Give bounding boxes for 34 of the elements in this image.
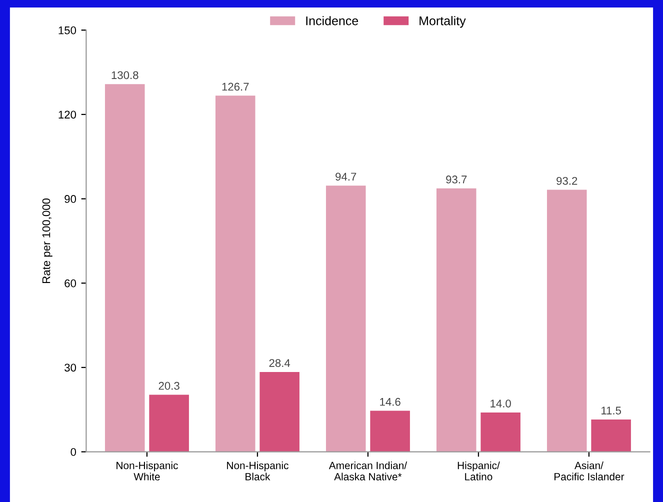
y-tick-label: 60 <box>64 279 76 288</box>
y-tick-label: 30 <box>64 364 76 372</box>
bar <box>104 84 145 452</box>
y-tick-label: 150 <box>58 26 76 34</box>
data-label: 14.6 <box>380 398 400 406</box>
bar <box>260 372 300 452</box>
bar <box>546 190 587 452</box>
bar <box>436 188 476 452</box>
x-tick-label: Hispanic/ Latino <box>458 462 500 480</box>
x-tick-label: Non-Hispanic Black <box>227 462 288 480</box>
bar <box>480 412 520 452</box>
bar <box>215 96 256 452</box>
x-tick-label: American Indian/ Alaska Native* <box>328 462 408 480</box>
legend-label: Incidence <box>306 16 358 26</box>
data-label: 14.0 <box>490 400 511 408</box>
y-tick-label: 0 <box>70 448 76 456</box>
y-tick-label: 90 <box>64 195 76 203</box>
bar <box>591 419 631 452</box>
data-label: 93.7 <box>446 176 467 184</box>
data-label: 130.8 <box>112 71 138 80</box>
data-label: 126.7 <box>222 82 249 91</box>
data-label: 11.5 <box>602 406 622 414</box>
data-label: 20.3 <box>158 382 180 390</box>
x-tick-label: Non-Hispanic White <box>116 462 178 480</box>
bar <box>370 410 410 452</box>
y-tick-label: 120 <box>58 110 76 119</box>
x-tick-label: Asian/ Pacific Islander <box>554 462 624 480</box>
bar <box>149 394 189 452</box>
legend-label: Mortality <box>420 16 466 28</box>
data-label: 94.7 <box>336 172 356 181</box>
y-axis-title: Rate per 100,000 <box>42 198 52 283</box>
data-label: 93.2 <box>556 176 578 185</box>
bar <box>326 186 366 452</box>
data-label: 28.4 <box>269 359 290 367</box>
